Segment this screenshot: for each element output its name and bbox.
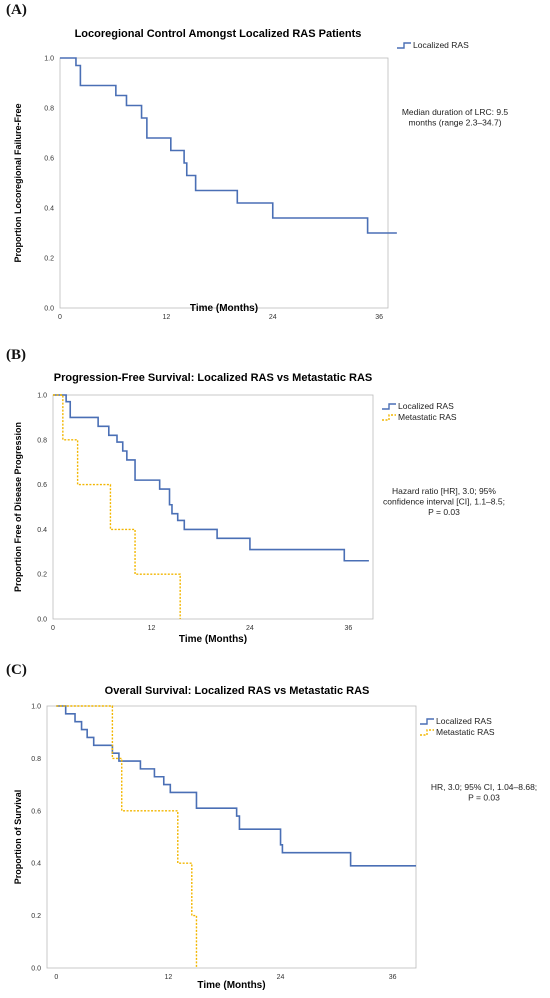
chart-c: Overall Survival: Localized RAS vs Metas…: [13, 685, 537, 991]
legend-swatch: [420, 718, 434, 725]
x-tick-label: 24: [277, 974, 285, 981]
panel-b-letter: (B): [6, 347, 26, 363]
y-tick-label: 0.8: [31, 756, 41, 763]
y-axis-label: Proportion Locoregional Failure-Free: [13, 103, 23, 262]
stat-annotation: months (range 2.3–34.7): [408, 118, 501, 128]
x-tick-label: 0: [51, 625, 55, 632]
y-tick-label: 0.4: [31, 861, 41, 868]
chart-title: Progression-Free Survival: Localized RAS…: [54, 372, 373, 384]
y-tick-label: 0.0: [31, 966, 41, 973]
legend-label: Localized RAS: [398, 401, 454, 411]
x-tick-label: 24: [269, 314, 277, 321]
plot-frame: [59, 57, 389, 309]
x-tick-label: 24: [246, 625, 254, 632]
plot-frame: [46, 705, 417, 969]
y-tick-label: 0.0: [44, 306, 54, 313]
x-tick-label: 12: [148, 625, 156, 632]
chart-b: Progression-Free Survival: Localized RAS…: [13, 372, 505, 645]
y-axis-label: Proportion of Survival: [13, 790, 23, 885]
y-tick-label: 0.6: [44, 156, 54, 163]
y-tick-label: 0.6: [37, 482, 47, 489]
y-axis-label: Proportion Free of Disease Progression: [13, 422, 23, 592]
x-axis-label: Time (Months): [179, 634, 247, 645]
chart-a: Locoregional Control Amongst Localized R…: [13, 28, 509, 321]
legend-swatch: [382, 403, 396, 410]
x-axis-label: Time (Months): [197, 980, 265, 991]
x-tick-label: 36: [344, 625, 352, 632]
series-line-metastatic-ras: [53, 394, 181, 619]
x-axis-label: Time (Months): [190, 303, 258, 314]
legend-swatch: [382, 414, 396, 421]
stat-annotation: Median duration of LRC: 9.5: [402, 107, 509, 117]
y-tick-label: 0.2: [31, 913, 41, 920]
stat-annotation: P = 0.03: [468, 793, 500, 803]
y-tick-label: 0.6: [31, 808, 41, 815]
stat-annotation: P = 0.03: [428, 507, 460, 517]
y-tick-label: 0.4: [37, 527, 47, 534]
y-tick-label: 0.2: [37, 572, 47, 579]
legend-label: Localized RAS: [413, 40, 469, 50]
x-tick-label: 0: [54, 974, 58, 981]
y-tick-label: 1.0: [37, 393, 47, 400]
stat-annotation: HR, 3.0; 95% CI, 1.04–8.68;: [431, 782, 537, 792]
legend-swatch: [397, 42, 411, 49]
y-tick-label: 0.4: [44, 206, 54, 213]
legend-swatch: [420, 729, 434, 736]
series-line-localized-ras: [56, 705, 416, 867]
series-line-localized-ras: [60, 57, 397, 234]
chart-title: Locoregional Control Amongst Localized R…: [75, 28, 362, 40]
y-tick-label: 1.0: [31, 704, 41, 711]
x-tick-label: 36: [389, 974, 397, 981]
plot-frame: [52, 394, 374, 620]
panel-c-letter: (C): [6, 662, 27, 678]
legend-label: Localized RAS: [436, 716, 492, 726]
x-tick-label: 36: [375, 314, 383, 321]
x-tick-label: 12: [162, 314, 170, 321]
y-tick-label: 0.8: [44, 106, 54, 113]
series-line-localized-ras: [53, 394, 369, 562]
stat-annotation: confidence interval [CI], 1.1–8.5;: [383, 497, 505, 507]
x-tick-label: 12: [165, 974, 173, 981]
legend-label: Metastatic RAS: [398, 412, 457, 422]
y-tick-label: 0.2: [44, 256, 54, 263]
legend-label: Metastatic RAS: [436, 727, 495, 737]
chart-title: Overall Survival: Localized RAS vs Metas…: [105, 685, 370, 697]
y-tick-label: 1.0: [44, 56, 54, 63]
stat-annotation: Hazard ratio [HR], 3.0; 95%: [392, 486, 496, 496]
y-tick-label: 0.8: [37, 437, 47, 444]
x-tick-label: 0: [58, 314, 62, 321]
series-line-metastatic-ras: [56, 705, 198, 968]
y-tick-label: 0.0: [37, 617, 47, 624]
panel-a-letter: (A): [6, 2, 27, 18]
